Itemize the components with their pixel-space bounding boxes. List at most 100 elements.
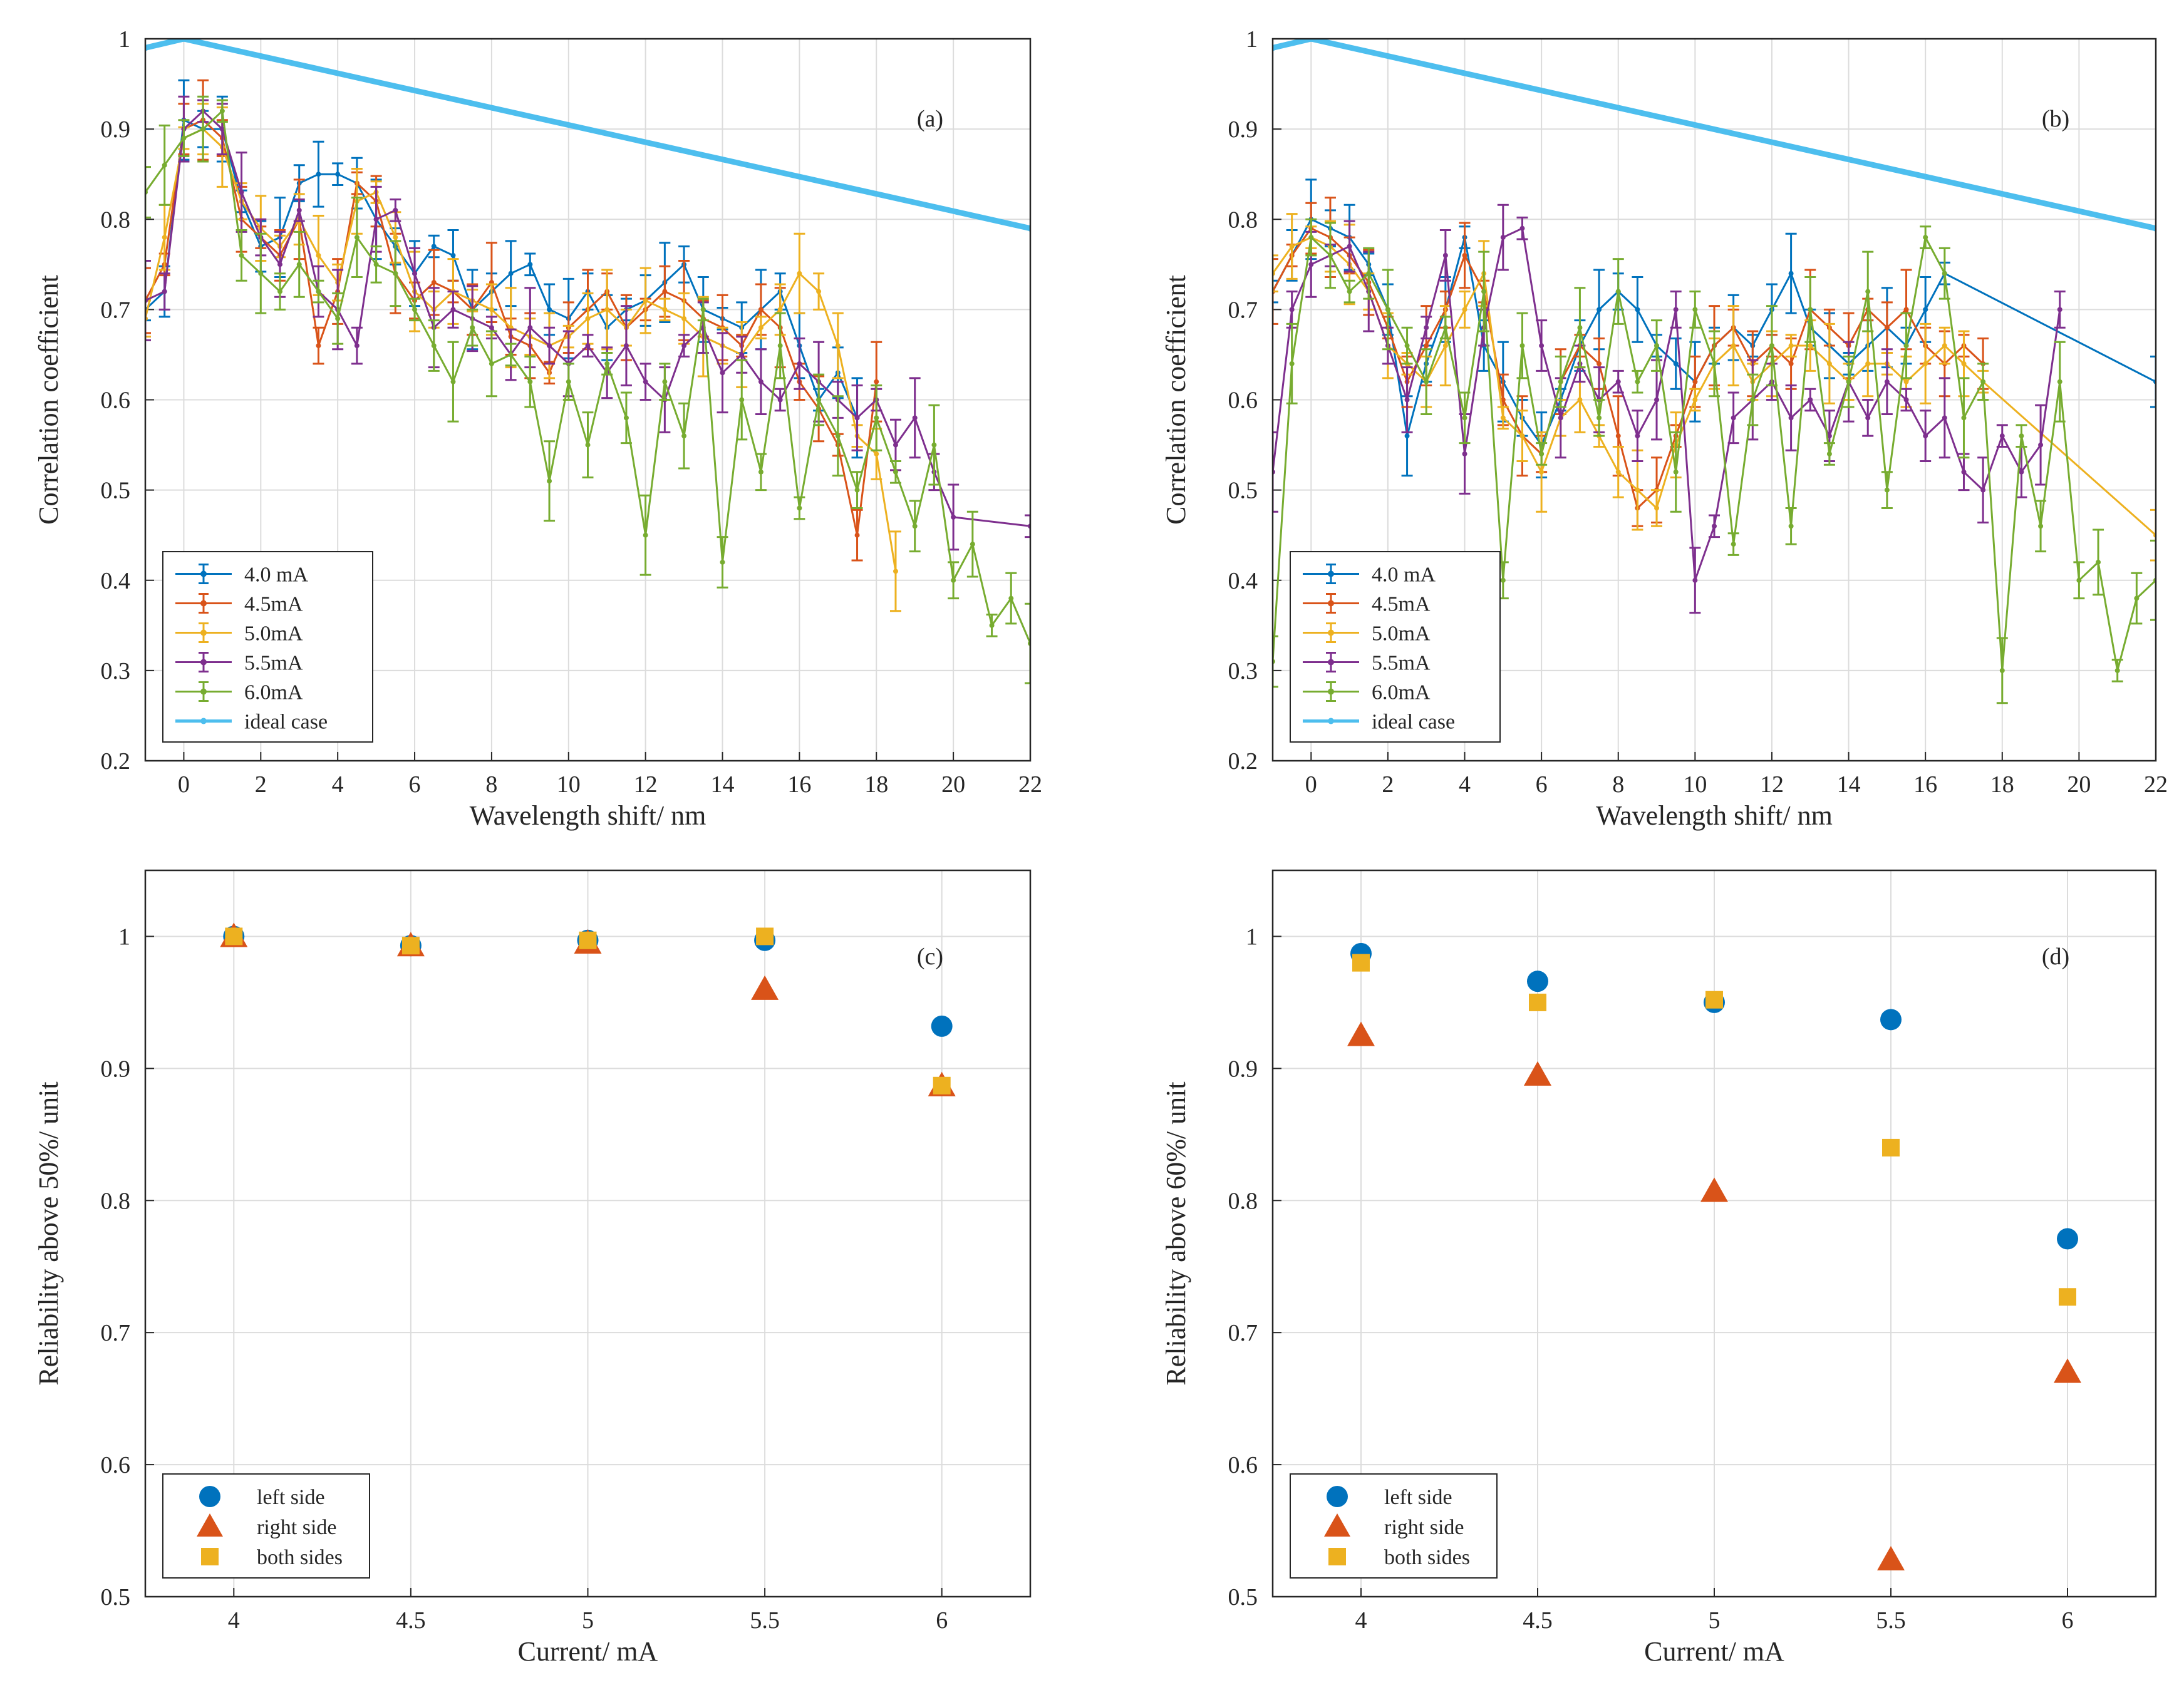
legend-item: left side — [1327, 1486, 1452, 1509]
data-point — [2019, 433, 2024, 439]
data-point — [1347, 289, 1352, 294]
data-point — [758, 469, 763, 475]
y-tick-label: 0.6 — [101, 388, 131, 414]
data-point — [643, 532, 648, 538]
x-tick-label: 5.5 — [1876, 1607, 1906, 1634]
x-tick-label: 0 — [1305, 771, 1317, 798]
data-point — [1558, 379, 1563, 384]
data-point — [1788, 270, 1794, 276]
marker-triangle — [1877, 1545, 1905, 1570]
data-point — [547, 343, 552, 349]
data-point — [835, 433, 841, 439]
data-point — [585, 442, 591, 448]
data-point — [1597, 361, 1602, 366]
marker-square — [1352, 954, 1370, 972]
data-point — [547, 478, 552, 484]
data-point — [335, 316, 341, 321]
data-point — [566, 379, 571, 384]
y-tick-label: 0.5 — [1228, 478, 1258, 504]
x-tick-label: 14 — [1837, 771, 1861, 798]
data-layer — [145, 39, 1030, 684]
data-point — [1539, 469, 1545, 475]
x-tick-label: 2 — [1382, 771, 1394, 798]
data-point — [623, 415, 629, 421]
data-point — [1923, 433, 1928, 439]
marker-square — [756, 927, 774, 945]
data-point — [874, 379, 879, 384]
legend-swatch-dot — [200, 600, 207, 607]
data-point — [1692, 379, 1698, 384]
legend-marker-triangle — [1324, 1513, 1350, 1537]
legend-item: ideal case — [1303, 711, 1455, 734]
data-point — [777, 397, 783, 403]
data-point — [1635, 433, 1640, 439]
data-point — [1462, 307, 1467, 312]
legend-label: 6.0mA — [244, 681, 303, 704]
data-point — [508, 352, 514, 358]
data-point — [1635, 307, 1640, 312]
data-point — [1442, 325, 1448, 331]
data-point — [1404, 433, 1410, 439]
data-layer — [220, 922, 956, 1096]
data-point — [720, 370, 725, 376]
marker-square — [579, 931, 597, 949]
data-point — [720, 559, 725, 565]
data-point — [2096, 559, 2101, 565]
marker-square — [225, 927, 243, 945]
legend-label: right side — [257, 1516, 336, 1539]
data-point — [1519, 225, 1525, 231]
legend-box — [1290, 1473, 1498, 1579]
y-axis-label: Reliability above 60%/ unit — [1161, 1081, 1191, 1385]
series-both-sides — [1352, 954, 2076, 1306]
legend-label: ideal case — [244, 711, 328, 734]
data-point — [1539, 343, 1545, 349]
panel-label: (c) — [917, 944, 943, 970]
data-point — [1750, 397, 1756, 403]
data-point — [816, 289, 822, 294]
x-tick-label: 4.5 — [396, 1607, 426, 1634]
data-point — [585, 343, 591, 349]
data-point — [854, 532, 860, 538]
data-point — [1923, 307, 1928, 312]
data-point — [393, 235, 398, 240]
data-point — [1826, 361, 1832, 366]
legend-item: right side — [1324, 1513, 1464, 1539]
marker-circle — [2057, 1228, 2078, 1250]
data-point — [1942, 415, 1947, 421]
legend-marker-square — [201, 1548, 219, 1565]
legend-label: 4.5mA — [1372, 593, 1431, 616]
data-point — [296, 262, 302, 267]
y-axis-label: Correlation coefficient — [1161, 275, 1191, 525]
legend-item: 5.0mA — [1303, 622, 1431, 646]
data-point — [1519, 343, 1525, 349]
data-point — [489, 325, 494, 331]
data-point — [2038, 523, 2044, 529]
data-point — [431, 343, 437, 349]
y-axis-label: Reliability above 50%/ unit — [33, 1081, 64, 1385]
marker-square — [1882, 1138, 1900, 1157]
legend: 4.0 mA 4.5mA 5.0mA 5.5mA 6.0mA ideal case — [1290, 551, 1501, 743]
legend-label: 4.0 mA — [1372, 564, 1436, 587]
legend-item: 5.0mA — [175, 622, 303, 646]
data-point — [1615, 433, 1621, 439]
legend-label: 5.0mA — [1372, 622, 1431, 646]
y-tick-label: 1 — [1246, 924, 1258, 950]
legend-swatch-dot — [200, 688, 207, 695]
legend-swatch-dot — [1328, 570, 1334, 577]
data-point — [931, 442, 937, 448]
data-point — [1808, 307, 1813, 312]
x-tick-label: 4 — [332, 771, 344, 798]
data-point — [219, 126, 225, 132]
legend-box — [1290, 551, 1501, 743]
data-point — [1884, 379, 1890, 384]
legend-marker-square — [1328, 1548, 1346, 1565]
legend-item: 4.0 mA — [175, 564, 308, 587]
x-tick-label: 6 — [936, 1607, 948, 1634]
data-point — [874, 415, 879, 421]
marker-square — [933, 1076, 951, 1095]
x-tick-label: 8 — [1612, 771, 1624, 798]
legend-swatch-dot — [200, 629, 207, 636]
data-point — [1500, 577, 1506, 583]
legend-item: right side — [197, 1513, 336, 1539]
legend-swatch-dot — [1328, 659, 1334, 666]
